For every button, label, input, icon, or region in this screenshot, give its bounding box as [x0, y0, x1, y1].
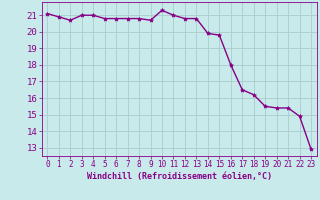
X-axis label: Windchill (Refroidissement éolien,°C): Windchill (Refroidissement éolien,°C): [87, 172, 272, 181]
